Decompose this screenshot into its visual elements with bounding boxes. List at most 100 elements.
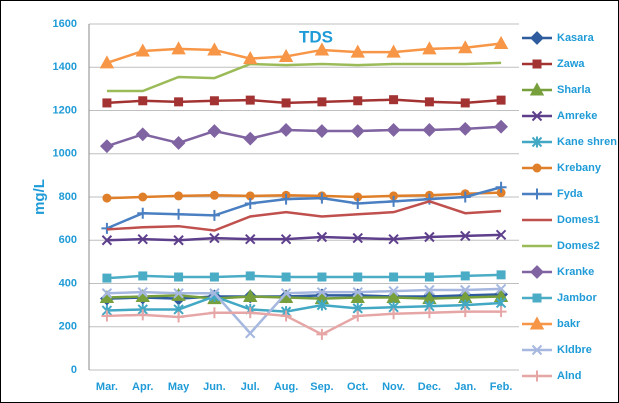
point: [350, 124, 365, 138]
point: [352, 232, 363, 244]
point: [386, 44, 401, 58]
x-tick-label: Feb.: [490, 381, 513, 393]
x-tick-label: Oct.: [347, 381, 368, 393]
point: [135, 127, 150, 142]
point: [350, 289, 365, 304]
x-tick-label: Aug.: [274, 381, 298, 393]
legend-label: Krebany: [557, 162, 602, 174]
point: [101, 288, 113, 299]
point: [389, 272, 399, 282]
point: [424, 231, 435, 243]
series-line: [106, 273, 502, 280]
point: [422, 123, 437, 137]
point: [388, 195, 400, 207]
point: [460, 230, 471, 242]
point: [495, 306, 507, 318]
point: [352, 286, 363, 298]
series-line: [106, 191, 502, 200]
point: [174, 191, 184, 201]
y-tick-label: 0: [71, 364, 77, 376]
y-tick-label: 1400: [53, 61, 77, 73]
y-axis-label: mg/L: [31, 179, 48, 215]
point: [494, 119, 508, 134]
point: [135, 43, 150, 57]
point: [244, 197, 256, 209]
point: [388, 233, 399, 245]
series-line: [106, 233, 502, 242]
point: [137, 233, 148, 245]
point: [137, 286, 148, 298]
series-line: [106, 61, 502, 93]
point: [316, 299, 328, 311]
point: [352, 310, 364, 322]
x-tick-label: Sep.: [310, 381, 333, 393]
point: [173, 235, 184, 246]
legend-marker: [532, 293, 542, 303]
legend-marker: [531, 344, 543, 356]
point: [353, 192, 363, 202]
y-tick-label: 1600: [53, 18, 77, 30]
point: [458, 121, 473, 136]
point: [281, 272, 291, 282]
point: [423, 307, 435, 319]
point: [245, 328, 256, 339]
point: [495, 181, 507, 193]
legend-marker: [530, 31, 544, 45]
series-line: [106, 310, 502, 336]
point: [353, 96, 363, 106]
point: [173, 208, 185, 220]
legend-label: Amreke: [557, 110, 597, 122]
legend-marker: [531, 188, 543, 200]
point: [496, 270, 506, 280]
x-tick-label: Jul.: [241, 381, 260, 393]
x-tick-label: Jan.: [454, 381, 476, 393]
point: [243, 51, 258, 65]
x-tick-label: Apr.: [132, 381, 153, 393]
point: [281, 98, 291, 108]
legend-marker: [530, 265, 544, 279]
point: [102, 98, 112, 108]
point: [422, 41, 437, 55]
legend-label: Domes2: [557, 240, 600, 252]
point: [316, 231, 328, 243]
legend-label: Kane shren: [557, 136, 617, 148]
legend-marker: [531, 136, 543, 148]
point: [316, 286, 328, 298]
point: [460, 284, 471, 296]
point: [209, 232, 220, 244]
point: [424, 97, 434, 107]
y-tick-label: 200: [59, 321, 77, 333]
point: [317, 272, 327, 282]
point: [209, 96, 219, 106]
point: [458, 40, 473, 54]
y-tick-label: 800: [59, 191, 77, 203]
point: [245, 191, 255, 201]
legend-label: Sharla: [557, 84, 592, 96]
point: [423, 193, 435, 205]
point: [209, 190, 219, 200]
legend-marker: [532, 59, 542, 69]
series-line: [106, 295, 502, 313]
point: [280, 193, 292, 205]
x-tick-label: Jun.: [203, 381, 226, 393]
x-tick-label: May: [168, 381, 190, 393]
point: [138, 192, 148, 202]
legend-label: bakr: [557, 318, 581, 330]
legend-marker: [529, 316, 545, 330]
series-line: [106, 200, 502, 232]
point: [350, 44, 365, 58]
point: [174, 272, 184, 282]
point: [280, 233, 292, 245]
point: [171, 136, 186, 150]
point: [102, 193, 112, 203]
point: [459, 306, 471, 318]
point: [138, 271, 148, 281]
series-line: [106, 98, 502, 105]
point: [314, 42, 330, 56]
point: [173, 288, 184, 299]
y-tick-label: 1000: [53, 148, 77, 160]
series-line: [106, 294, 502, 300]
